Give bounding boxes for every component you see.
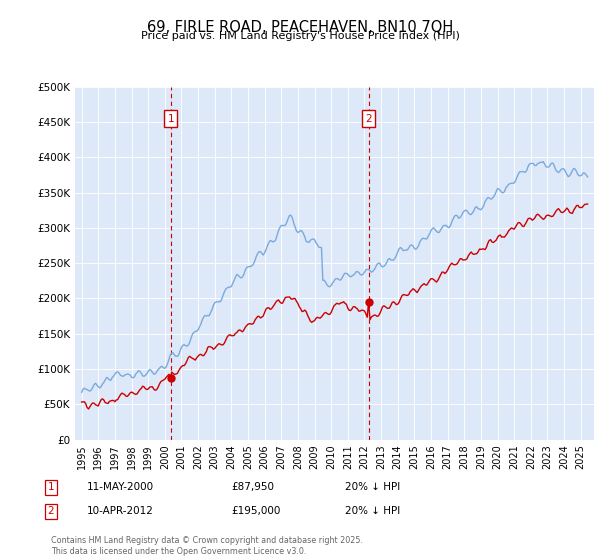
Text: 2: 2 — [47, 506, 55, 516]
Text: 69, FIRLE ROAD, PEACEHAVEN, BN10 7QH: 69, FIRLE ROAD, PEACEHAVEN, BN10 7QH — [147, 20, 453, 35]
Text: Contains HM Land Registry data © Crown copyright and database right 2025.
This d: Contains HM Land Registry data © Crown c… — [51, 536, 363, 556]
Text: Price paid vs. HM Land Registry's House Price Index (HPI): Price paid vs. HM Land Registry's House … — [140, 31, 460, 41]
Text: 20% ↓ HPI: 20% ↓ HPI — [345, 482, 400, 492]
Text: 1: 1 — [167, 114, 174, 124]
Text: 20% ↓ HPI: 20% ↓ HPI — [345, 506, 400, 516]
Text: £87,950: £87,950 — [231, 482, 274, 492]
Text: 1: 1 — [47, 482, 55, 492]
Text: 2: 2 — [365, 114, 372, 124]
Text: 10-APR-2012: 10-APR-2012 — [87, 506, 154, 516]
Text: £195,000: £195,000 — [231, 506, 280, 516]
Text: 11-MAY-2000: 11-MAY-2000 — [87, 482, 154, 492]
